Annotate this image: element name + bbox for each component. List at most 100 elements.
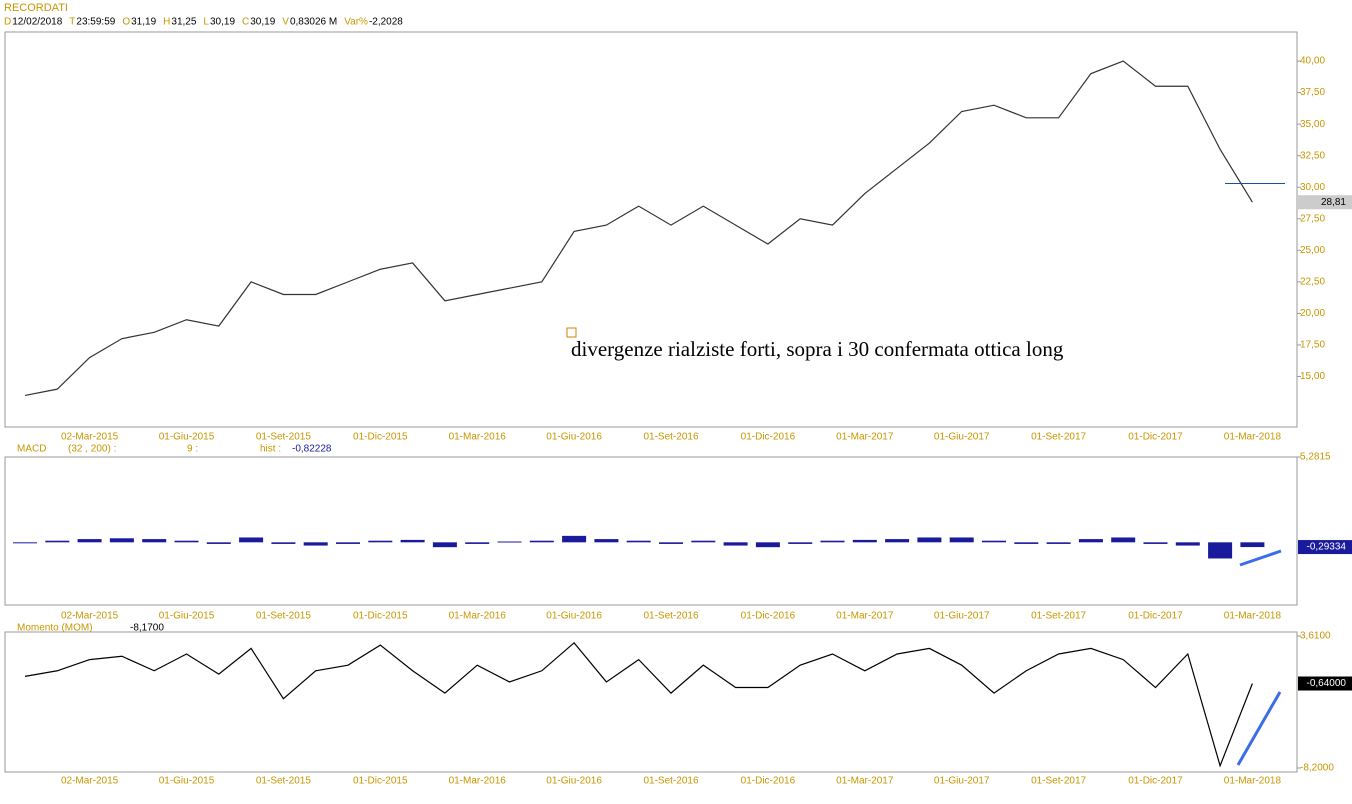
field-value: 0,83026 M: [290, 17, 337, 28]
mom-title: Momento (MOM): [17, 623, 93, 634]
bar: [497, 541, 522, 543]
bar: [174, 540, 199, 543]
y-tick-label: 32,50: [1300, 150, 1325, 161]
bar: [626, 540, 651, 543]
x-tick-label: 01-Giu-2015: [159, 776, 215, 787]
field-key: H: [163, 17, 170, 28]
x-tick-label: 01-Dic-2017: [1128, 432, 1183, 443]
title: RECORDATI: [4, 2, 68, 14]
field-value: 31,25: [171, 17, 196, 28]
macd-hist: -0,82228: [292, 444, 332, 455]
bar: [271, 542, 296, 544]
x-tick-label: 01-Set-2016: [643, 611, 698, 622]
x-tick-label: 01-Dic-2016: [741, 611, 796, 622]
x-tick-label: 01-Set-2015: [256, 776, 311, 787]
field-value: 30,19: [250, 17, 275, 28]
x-tick-label: 01-Set-2016: [643, 432, 698, 443]
x-tick-label: 01-Giu-2015: [159, 611, 215, 622]
bar: [852, 539, 877, 543]
y-tick-label: 25,00: [1300, 245, 1325, 256]
x-tick-label: 01-Dic-2015: [353, 776, 408, 787]
price-line: [24, 60, 1253, 397]
x-tick-label: 01-Dic-2016: [741, 776, 796, 787]
x-tick-label: 01-Mar-2016: [449, 432, 507, 443]
last-value-label: -0,64000: [1307, 678, 1347, 689]
bar: [368, 540, 393, 543]
bar: [1078, 539, 1103, 543]
field-value: 12/02/2018: [12, 17, 62, 28]
x-tick-label: 01-Mar-2016: [449, 611, 507, 622]
bar: [594, 539, 619, 543]
bar: [949, 537, 974, 543]
bar: [1111, 537, 1136, 543]
bar: [529, 540, 554, 543]
last-value-box: [1298, 676, 1352, 691]
field-key: Var%: [344, 17, 368, 28]
bar: [400, 539, 425, 543]
y-tick-label: 17,50: [1300, 340, 1325, 351]
macd-param: (32 , 200) :: [68, 444, 116, 455]
field-key: L: [203, 17, 209, 28]
field-key: C: [242, 17, 249, 28]
x-tick-label: 01-Giu-2016: [546, 432, 602, 443]
macd-param: hist :: [260, 444, 281, 455]
mom-value: -8,1700: [130, 623, 164, 634]
x-tick-label: 02-Mar-2015: [61, 432, 119, 443]
y-tick-label: 35,00: [1300, 119, 1325, 130]
trend-line: [1236, 691, 1282, 766]
x-tick-label: 01-Dic-2015: [353, 611, 408, 622]
bar: [77, 539, 102, 543]
field-key: T: [69, 17, 75, 28]
last-value-box: [1298, 195, 1352, 210]
x-tick-label: 01-Set-2015: [256, 432, 311, 443]
x-tick-label: 01-Giu-2016: [546, 776, 602, 787]
x-tick-label: 01-Mar-2018: [1224, 776, 1282, 787]
field-key: V: [282, 17, 289, 28]
x-tick-label: 01-Giu-2017: [934, 776, 990, 787]
bar: [723, 542, 748, 546]
y-tick-label: 5,2815: [1300, 452, 1331, 463]
bar: [755, 542, 780, 548]
x-tick-label: 01-Mar-2017: [836, 611, 894, 622]
x-tick-label: 01-Dic-2016: [741, 432, 796, 443]
bar: [659, 542, 683, 544]
x-tick-label: 01-Mar-2017: [836, 432, 894, 443]
price-panel: [4, 31, 1298, 428]
y-tick-label: 27,50: [1300, 213, 1325, 224]
bar: [13, 542, 37, 544]
y-tick-label: 40,00: [1300, 56, 1325, 67]
bar: [917, 537, 942, 543]
x-tick-label: 01-Mar-2016: [449, 776, 507, 787]
field-value: 30,19: [210, 17, 235, 28]
bar: [142, 539, 167, 543]
y-tick-label: -8,2000: [1300, 763, 1334, 774]
last-value-box: [1298, 540, 1352, 555]
annotation-marker: [566, 327, 577, 338]
header-fields: D 12/02/2018 T 23:59:59 O 31,19 H 31,25 L 30,19 C 3…: [4, 17, 403, 28]
field-key: O: [122, 17, 130, 28]
bar: [432, 542, 457, 548]
bar: [1240, 542, 1265, 548]
bar: [206, 542, 231, 544]
annotation: divergenze rialziste forti, sopra i 30 c…: [571, 337, 1064, 361]
bar: [109, 538, 134, 543]
x-tick-label: 01-Giu-2017: [934, 432, 990, 443]
bar: [885, 539, 910, 543]
field-value: 31,19: [131, 17, 156, 28]
x-tick-label: 01-Giu-2017: [934, 611, 990, 622]
x-tick-label: 01-Dic-2015: [353, 432, 408, 443]
bar: [465, 542, 490, 544]
field-value: 23:59:59: [76, 17, 115, 28]
bar: [1175, 542, 1200, 546]
bar: [1143, 542, 1168, 544]
x-tick-label: 01-Dic-2017: [1128, 776, 1183, 787]
bar: [788, 542, 813, 544]
field-value: -2,2028: [369, 17, 403, 28]
bar: [982, 540, 1006, 543]
x-tick-label: 01-Set-2016: [643, 776, 698, 787]
macd-param: 9 :: [187, 444, 198, 455]
last-value-label: -0,29334: [1307, 542, 1347, 553]
x-tick-label: 01-Giu-2015: [159, 432, 215, 443]
x-tick-label: 01-Mar-2018: [1224, 611, 1282, 622]
